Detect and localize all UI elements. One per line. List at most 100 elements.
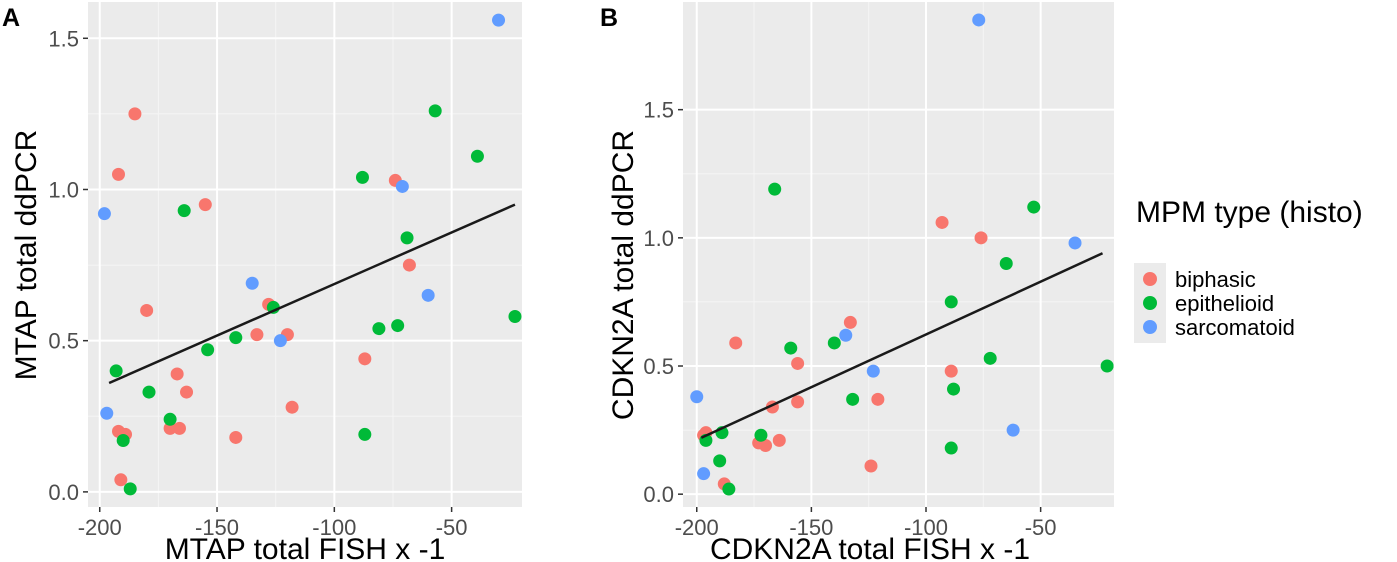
x-axis-title: CDKN2A total FISH x -1	[710, 533, 1030, 562]
x-tick-label: -150	[195, 515, 239, 540]
data-point-epithelioid	[846, 392, 860, 406]
legend-label: biphasic	[1175, 267, 1256, 292]
data-point-epithelioid	[428, 104, 442, 118]
data-point-sarcomatoid	[839, 328, 853, 342]
x-tick-label: -150	[789, 515, 833, 540]
data-point-sarcomatoid	[97, 207, 111, 221]
data-point-sarcomatoid	[866, 364, 880, 378]
y-tick-label: 1.0	[48, 177, 79, 202]
regression-line	[700, 252, 1104, 439]
data-point-epithelioid	[229, 331, 243, 345]
data-point-epithelioid	[177, 204, 191, 218]
data-point-epithelioid	[784, 341, 798, 355]
x-tick-label: -50	[1025, 515, 1057, 540]
plot-background	[88, 2, 522, 507]
panel-label: A	[2, 4, 20, 32]
legend-label: sarcomatoid	[1175, 315, 1295, 340]
plot-background	[683, 2, 1114, 507]
data-point-biphasic	[140, 303, 154, 317]
data-point-biphasic	[285, 400, 299, 414]
data-point-biphasic	[729, 336, 743, 350]
data-point-epithelioid	[713, 454, 727, 468]
data-point-biphasic	[114, 473, 128, 487]
data-point-sarcomatoid	[972, 13, 986, 27]
data-point-epithelioid	[391, 319, 405, 333]
panel-a: -200 -150 -100 -50 0.0 0.5 1.0 1.5 A MTAP total F…	[2, 2, 522, 562]
data-point-epithelioid	[470, 149, 484, 163]
data-point-epithelioid	[201, 343, 215, 357]
data-point-epithelioid	[768, 182, 782, 196]
y-tick-label: 1.5	[643, 98, 674, 123]
data-point-epithelioid	[1027, 200, 1041, 214]
panel-b: -200 -150 -100 -50 0.0 0.5 1.0 1.5 B CDKN2A total…	[600, 2, 1114, 562]
x-axis-title: MTAP total FISH x -1	[165, 533, 446, 562]
data-point-biphasic	[843, 315, 857, 329]
data-point-sarcomatoid	[245, 276, 259, 290]
x-tick-label: -50	[436, 515, 468, 540]
data-point-epithelioid	[116, 433, 130, 447]
data-point-epithelioid	[400, 231, 414, 245]
data-point-sarcomatoid	[1006, 423, 1020, 437]
data-point-epithelioid	[109, 364, 123, 378]
x-tick-label: -200	[675, 515, 719, 540]
data-point-sarcomatoid	[697, 467, 711, 481]
data-point-epithelioid	[355, 170, 369, 184]
data-point-biphasic	[759, 438, 773, 452]
data-point-biphasic	[974, 231, 988, 245]
x-tick-label: -100	[312, 515, 356, 540]
data-point-sarcomatoid	[100, 406, 114, 420]
data-point-biphasic	[128, 107, 142, 121]
data-point-biphasic	[772, 433, 786, 447]
data-point-biphasic	[198, 198, 212, 212]
data-point-biphasic	[172, 421, 186, 435]
data-point-biphasic	[163, 421, 177, 435]
data-point-biphasic	[111, 167, 125, 181]
data-point-sarcomatoid	[492, 13, 506, 27]
legend-title: MPM type (histo)	[1136, 196, 1363, 229]
legend-key-dot	[1143, 296, 1157, 310]
data-point-biphasic	[358, 352, 372, 366]
data-point-biphasic	[871, 392, 885, 406]
data-point-epithelioid	[983, 351, 997, 365]
data-point-biphasic	[944, 364, 958, 378]
data-point-biphasic	[791, 395, 805, 409]
data-point-biphasic	[229, 430, 243, 444]
y-axis-title: MTAP total ddPCR	[10, 130, 43, 381]
data-point-epithelioid	[944, 441, 958, 455]
data-point-sarcomatoid	[1068, 236, 1082, 250]
data-point-epithelioid	[754, 428, 768, 442]
legend-key-dot	[1143, 320, 1157, 334]
x-tick-label: -200	[78, 515, 122, 540]
data-point-biphasic	[791, 356, 805, 370]
data-point-epithelioid	[999, 256, 1013, 270]
data-point-epithelioid	[163, 412, 177, 426]
y-tick-label: 1.0	[643, 226, 674, 251]
data-point-sarcomatoid	[421, 288, 435, 302]
data-point-sarcomatoid	[690, 390, 704, 404]
panel-label: B	[600, 4, 618, 32]
y-tick-label: 0.5	[48, 329, 79, 354]
data-point-biphasic	[864, 459, 878, 473]
data-point-biphasic	[250, 328, 264, 342]
regression-line	[108, 203, 516, 385]
y-tick-label: 1.5	[48, 26, 79, 51]
data-point-biphasic	[180, 385, 194, 399]
data-point-sarcomatoid	[395, 179, 409, 193]
data-point-biphasic	[170, 367, 184, 381]
data-point-epithelioid	[123, 482, 137, 496]
data-point-epithelioid	[358, 427, 372, 441]
legend-item-sarcomatoid: sarcomatoid	[1134, 311, 1295, 343]
data-point-epithelioid	[1100, 359, 1114, 373]
data-point-epithelioid	[722, 482, 736, 496]
legend: MPM type (histo) biphasic epithelioid sa…	[1134, 196, 1363, 343]
y-tick-label: 0.5	[643, 354, 674, 379]
y-axis-title: CDKN2A total ddPCR	[607, 130, 640, 420]
data-point-epithelioid	[827, 336, 841, 350]
data-point-epithelioid	[947, 382, 961, 396]
data-point-epithelioid	[372, 322, 386, 336]
y-tick-label: 0.0	[48, 480, 79, 505]
data-point-epithelioid	[508, 309, 522, 323]
data-point-biphasic	[935, 215, 949, 229]
x-tick-label: -100	[904, 515, 948, 540]
